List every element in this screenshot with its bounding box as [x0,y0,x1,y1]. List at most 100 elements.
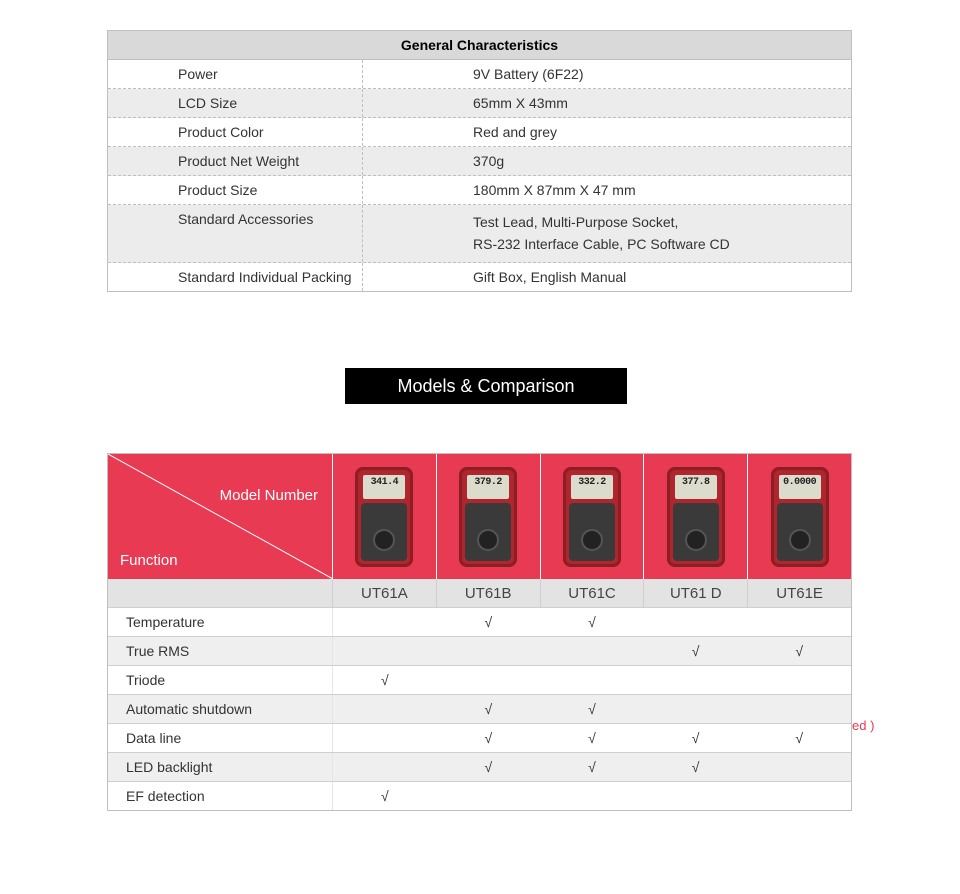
multimeter-lcd-value: 377.8 [667,477,725,488]
comparison-feature-row: Automatic shutdown √√ [108,694,851,723]
multimeter-dial-icon [789,529,811,551]
comparison-feature-cell: √ [747,637,851,665]
comparison-feature-cell: √ [540,724,644,752]
comparison-features-body: Temperature√√True RMS√√Triode√Automatic … [108,607,851,810]
comparison-product-image: 341.4 [333,454,437,579]
comparison-feature-cell [540,666,644,694]
gc-row-value: 9V Battery (6F22) [363,60,851,88]
comparison-feature-cell: √ [437,608,541,636]
gc-row-value: Gift Box, English Manual [363,263,851,291]
comparison-feature-row: Data line√√√√ [108,723,851,752]
multimeter-icon: 332.2 [563,467,621,567]
comparison-feature-cell [333,753,437,781]
comparison-feature-cell: √ [644,753,748,781]
multimeter-icon: 379.2 [459,467,517,567]
comparison-model-name: UT61E [748,579,851,607]
gc-row-label: Product Net Weight [108,147,363,175]
models-comparison-heading: Models & Comparison [345,368,627,404]
comparison-feature-cell [644,608,748,636]
gc-row: LCD Size65mm X 43mm [108,89,851,118]
comparison-feature-cell [747,608,851,636]
comparison-feature-cell: √ [644,637,748,665]
comparison-feature-cell [540,782,644,810]
comparison-feature-name: LED backlight [108,753,333,781]
comparison-product-image: 379.2 [437,454,541,579]
comparison-feature-cell [540,637,644,665]
comparison-feature-cell [644,782,748,810]
gc-row-label: LCD Size [108,89,363,117]
comparison-feature-cell [747,666,851,694]
stray-red-text: ed ) [852,718,874,733]
multimeter-icon: 0.0000 [771,467,829,567]
general-characteristics-table: General Characteristics Power9V Battery … [107,30,852,292]
comparison-feature-cell [644,695,748,723]
gc-row-label: Standard Accessories [108,205,363,262]
models-comparison-table: Model Number Function 341.4 379.2 332.2 377… [107,453,852,811]
comparison-product-images-row: 341.4 379.2 332.2 377.8 0.0000 [333,454,851,579]
comparison-feature-row: True RMS √√ [108,636,851,665]
general-characteristics-title: General Characteristics [108,31,851,60]
comparison-feature-name: Triode [108,666,333,694]
gc-row-label: Power [108,60,363,88]
comparison-feature-cell: √ [437,695,541,723]
comparison-feature-cell [747,753,851,781]
comparison-model-name-empty [108,579,333,607]
comparison-model-name: UT61A [333,579,437,607]
comparison-feature-cell: √ [540,608,644,636]
comparison-feature-cell [437,782,541,810]
comparison-model-names: UT61AUT61BUT61CUT61 DUT61E [333,579,851,607]
comparison-feature-cell [747,695,851,723]
comparison-product-image: 0.0000 [748,454,851,579]
comparison-header: Model Number Function 341.4 379.2 332.2 377… [108,454,851,579]
comparison-feature-row: LED backlight√√√ [108,752,851,781]
multimeter-icon: 377.8 [667,467,725,567]
multimeter-dial-icon [685,529,707,551]
comparison-header-corner: Model Number Function [108,454,333,579]
multimeter-lcd-value: 0.0000 [771,477,829,488]
function-label: Function [120,552,178,569]
gc-row: Product Net Weight370g [108,147,851,176]
gc-row-label: Product Color [108,118,363,146]
comparison-model-name: UT61C [541,579,645,607]
gc-row: Power9V Battery (6F22) [108,60,851,89]
general-characteristics-body: Power9V Battery (6F22)LCD Size65mm X 43m… [108,60,851,291]
comparison-feature-cell [437,666,541,694]
gc-row: Product ColorRed and grey [108,118,851,147]
multimeter-lcd-value: 379.2 [459,477,517,488]
comparison-feature-cell: √ [437,753,541,781]
comparison-feature-name: True RMS [108,637,333,665]
comparison-feature-cell: √ [644,724,748,752]
gc-row-label: Product Size [108,176,363,204]
gc-row-value: Red and grey [363,118,851,146]
comparison-model-name: UT61 D [644,579,748,607]
gc-row: Product Size180mm X 87mm X 47 mm [108,176,851,205]
comparison-feature-cell [333,608,437,636]
gc-row-value: 65mm X 43mm [363,89,851,117]
comparison-feature-cell: √ [747,724,851,752]
comparison-feature-name: Data line [108,724,333,752]
comparison-feature-cell: √ [540,695,644,723]
comparison-product-image: 377.8 [644,454,748,579]
multimeter-dial-icon [373,529,395,551]
model-number-label: Model Number [220,487,318,504]
comparison-feature-cell [437,637,541,665]
comparison-feature-cell [333,637,437,665]
comparison-model-name: UT61B [437,579,541,607]
multimeter-icon: 341.4 [355,467,413,567]
gc-row-value: 370g [363,147,851,175]
comparison-feature-row: Triode√ [108,665,851,694]
multimeter-lcd-value: 332.2 [563,477,621,488]
comparison-feature-cell [747,782,851,810]
comparison-feature-cell [644,666,748,694]
multimeter-lcd-value: 341.4 [355,477,413,488]
gc-row: Standard AccessoriesTest Lead, Multi-Pur… [108,205,851,263]
comparison-feature-cell: √ [540,753,644,781]
comparison-product-image: 332.2 [541,454,645,579]
multimeter-dial-icon [477,529,499,551]
comparison-feature-cell: √ [333,782,437,810]
gc-row-value: Test Lead, Multi-Purpose Socket,RS-232 I… [363,205,851,262]
comparison-feature-cell: √ [333,666,437,694]
comparison-feature-row: EF detection√ [108,781,851,810]
comparison-feature-name: Automatic shutdown [108,695,333,723]
comparison-feature-name: EF detection [108,782,333,810]
